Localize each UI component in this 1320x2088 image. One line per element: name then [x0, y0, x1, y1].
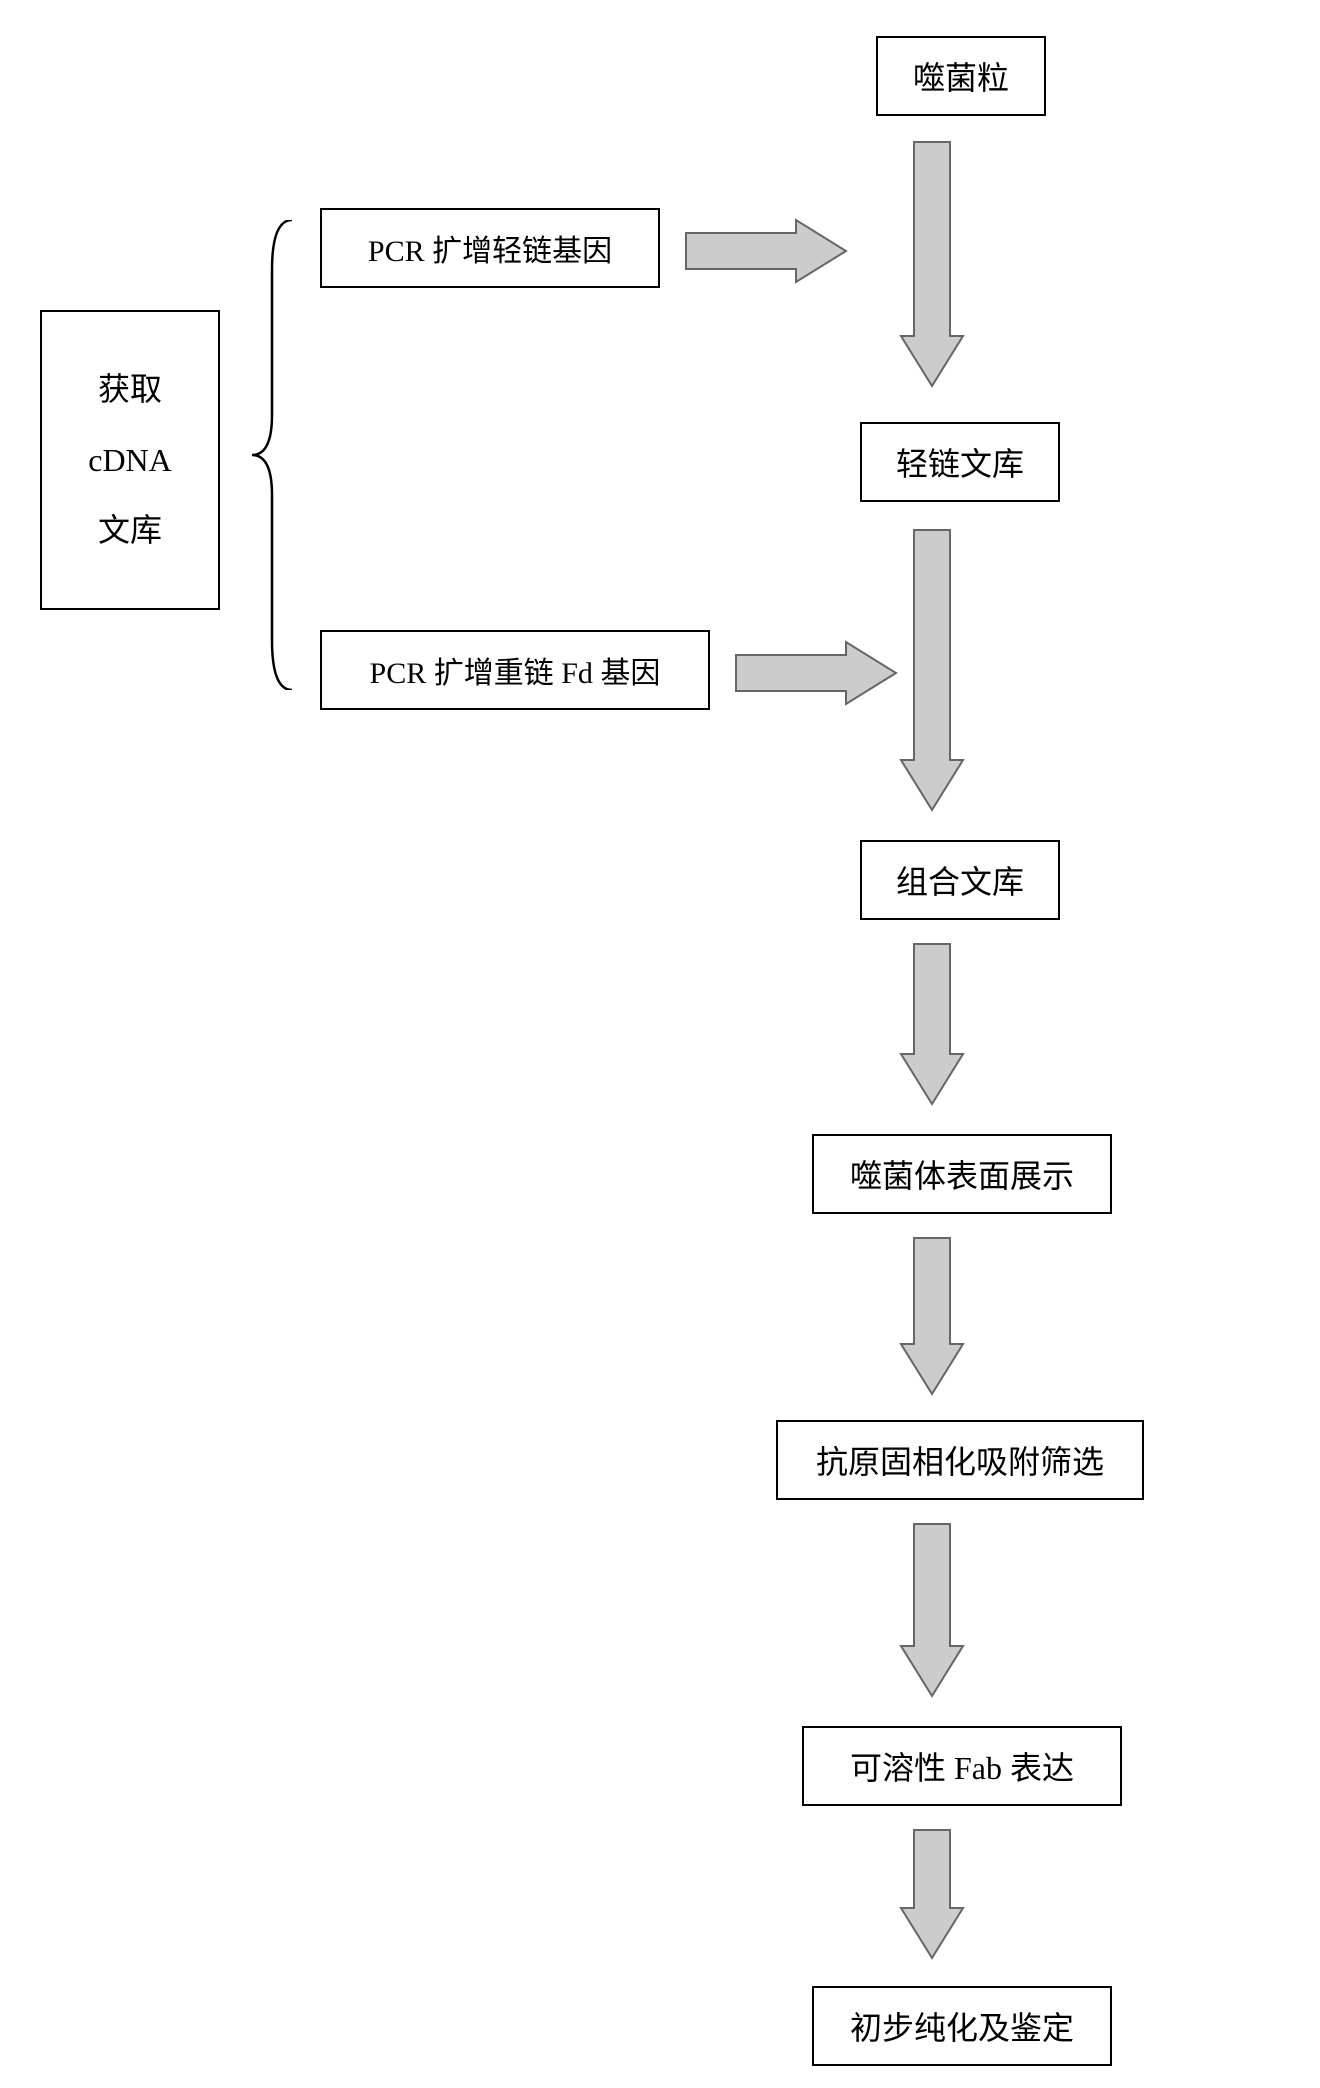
node-phagemid: 噬菌粒 — [876, 36, 1046, 116]
arrow-down-icon — [899, 140, 965, 388]
brace-icon — [242, 220, 302, 690]
antigen-label: 抗原固相化吸附筛选 — [816, 1437, 1104, 1483]
node-combo-lib: 组合文库 — [860, 840, 1060, 920]
arrow-down-icon — [899, 1828, 965, 1960]
arrow-down-icon — [899, 1236, 965, 1396]
soluble-fab-label: 可溶性 Fab 表达 — [850, 1743, 1074, 1789]
combo-lib-label: 组合文库 — [896, 857, 1024, 903]
arrow-down-icon — [899, 528, 965, 812]
node-phage-display: 噬菌体表面展示 — [812, 1134, 1112, 1214]
node-cdna: 获取 cDNA 文库 — [40, 310, 220, 610]
node-purify: 初步纯化及鉴定 — [812, 1986, 1112, 2066]
node-soluble-fab: 可溶性 Fab 表达 — [802, 1726, 1122, 1806]
node-pcr-heavy: PCR 扩增重链 Fd 基因 — [320, 630, 710, 710]
node-antigen: 抗原固相化吸附筛选 — [776, 1420, 1144, 1500]
node-light-lib: 轻链文库 — [860, 422, 1060, 502]
purify-label: 初步纯化及鉴定 — [850, 2003, 1074, 2049]
cdna-line-3: 文库 — [98, 495, 162, 565]
light-lib-label: 轻链文库 — [896, 439, 1024, 485]
arrow-down-icon — [899, 942, 965, 1106]
cdna-line-1: 获取 — [98, 354, 162, 424]
cdna-line-2: cDNA — [88, 425, 172, 495]
arrow-right-icon — [734, 640, 898, 706]
pcr-light-label: PCR 扩增轻链基因 — [368, 226, 612, 270]
phagemid-label: 噬菌粒 — [913, 53, 1009, 99]
arrow-down-icon — [899, 1522, 965, 1698]
pcr-heavy-label: PCR 扩增重链 Fd 基因 — [370, 648, 661, 692]
phage-display-label: 噬菌体表面展示 — [850, 1151, 1074, 1197]
node-pcr-light: PCR 扩增轻链基因 — [320, 208, 660, 288]
arrow-right-icon — [684, 218, 848, 284]
